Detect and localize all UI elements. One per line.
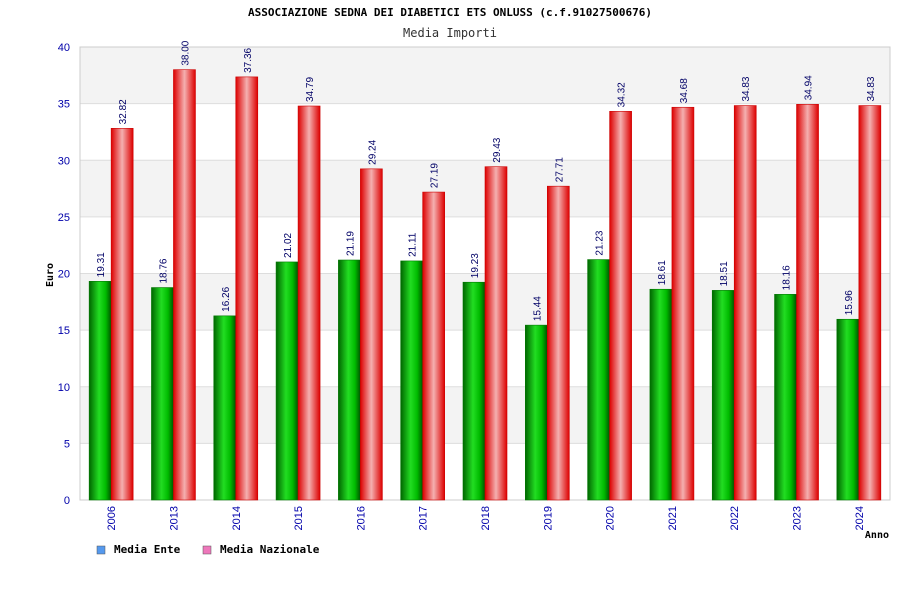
value-label-media-nazionale-2021: 34.68: [679, 78, 690, 103]
legend: Media Ente Media Nazionale: [96, 543, 320, 556]
y-axis-ticks: 0 5 10 15 20 25 30 35 40: [58, 42, 70, 507]
bar-media-ente-2019[interactable]: [525, 324, 548, 501]
bar-media-ente-2017[interactable]: [400, 260, 423, 501]
bar-media-ente-2006[interactable]: [88, 281, 112, 501]
value-label-media-nazionale-2018: 29.43: [492, 137, 503, 162]
bar-media-nazionale-2006[interactable]: [110, 128, 134, 501]
chart-title: ASSOCIAZIONE SEDNA DEI DIABETICI ETS ONL…: [248, 6, 652, 19]
x-axis-title: Anno: [865, 530, 889, 541]
y-tick-label: 20: [58, 269, 70, 281]
value-label-media-nazionale-2023: 34.94: [804, 75, 815, 100]
plot-band: [80, 103, 890, 161]
value-label-media-nazionale-2016: 29.24: [367, 139, 378, 164]
value-label-media-nazionale-2014: 37.36: [243, 47, 254, 72]
x-tick-label-2023: 2023: [792, 506, 804, 530]
legend-swatch-media-nazionale: [202, 545, 212, 555]
value-label-media-ente-2020: 21.23: [595, 230, 606, 255]
value-label-media-ente-2013: 18.76: [158, 258, 169, 283]
value-label-media-ente-2006: 19.31: [96, 252, 107, 277]
value-label-media-ente-2016: 21.19: [345, 231, 356, 256]
y-tick-label: 0: [64, 495, 70, 507]
legend-item-media-ente[interactable]: Media Ente: [96, 543, 181, 556]
bar-media-nazionale-2014[interactable]: [235, 76, 259, 501]
bar-media-nazionale-2015[interactable]: [297, 105, 321, 501]
x-tick-label-2006: 2006: [106, 506, 118, 530]
value-label-media-nazionale-2022: 34.83: [741, 76, 752, 101]
x-tick-label-2014: 2014: [231, 506, 243, 530]
x-tick-label-2013: 2013: [168, 506, 180, 530]
value-label-media-nazionale-2015: 34.79: [305, 77, 316, 102]
y-tick-label: 10: [58, 382, 70, 394]
legend-item-media-nazionale[interactable]: Media Nazionale: [202, 543, 320, 556]
y-tick-label: 15: [58, 325, 70, 337]
bar-media-nazionale-2019[interactable]: [547, 185, 570, 501]
bar-media-ente-2018[interactable]: [462, 281, 486, 501]
x-tick-label-2017: 2017: [418, 506, 430, 530]
bar-media-ente-2016[interactable]: [338, 259, 361, 501]
y-tick-label: 30: [58, 155, 70, 167]
value-label-media-nazionale-2017: 27.19: [430, 163, 441, 188]
value-label-media-nazionale-2020: 34.32: [617, 82, 628, 107]
y-axis-title: Euro: [45, 263, 56, 287]
legend-swatch-media-ente: [96, 545, 106, 555]
value-label-media-nazionale-2013: 38.00: [180, 40, 191, 65]
value-label-media-nazionale-2006: 32.82: [118, 99, 129, 124]
value-label-media-ente-2022: 18.51: [719, 261, 730, 286]
legend-label-media-ente: Media Ente: [114, 543, 181, 556]
bar-media-nazionale-2021[interactable]: [671, 106, 695, 501]
value-label-media-ente-2018: 19.23: [470, 253, 481, 278]
bar-media-ente-2023[interactable]: [774, 294, 797, 501]
legend-label-media-nazionale: Media Nazionale: [220, 543, 320, 556]
value-label-media-ente-2023: 18.16: [782, 265, 793, 290]
bars: [88, 69, 882, 501]
plot-band: [80, 47, 890, 104]
x-axis-ticks: 2006 2013 2014 2015 2016 2017 2018 2019 2020 2021…: [106, 506, 866, 530]
x-tick-label-2016: 2016: [355, 506, 367, 530]
x-tick-label-2024: 2024: [854, 506, 866, 530]
bar-media-ente-2020[interactable]: [587, 259, 610, 501]
x-tick-label-2018: 2018: [480, 506, 492, 530]
value-label-media-ente-2024: 15.96: [844, 290, 855, 315]
x-tick-label-2022: 2022: [729, 506, 741, 530]
value-label-media-nazionale-2024: 34.83: [866, 76, 877, 101]
bar-media-nazionale-2017[interactable]: [422, 191, 445, 501]
value-label-media-ente-2021: 18.61: [657, 260, 668, 285]
bar-media-ente-2014[interactable]: [213, 315, 237, 501]
value-labels: 19.31 32.82 18.76 38.00 16.26 37.36 21.02 34.79…: [96, 40, 877, 321]
chart-subtitle: Media Importi: [403, 26, 497, 40]
y-tick-label: 35: [58, 99, 70, 111]
x-tick-label-2020: 2020: [605, 506, 617, 530]
bar-media-ente-2022[interactable]: [711, 290, 735, 501]
value-label-media-nazionale-2019: 27.71: [554, 157, 565, 182]
bar-media-nazionale-2018[interactable]: [484, 166, 508, 501]
bar-media-nazionale-2020[interactable]: [609, 111, 632, 501]
bar-media-nazionale-2023[interactable]: [796, 104, 819, 501]
value-label-media-ente-2017: 21.11: [408, 232, 419, 257]
bar-media-ente-2013[interactable]: [151, 287, 174, 501]
bar-media-nazionale-2024[interactable]: [858, 105, 882, 501]
y-tick-label: 25: [58, 212, 70, 224]
bar-media-nazionale-2016[interactable]: [360, 168, 383, 501]
bar-media-nazionale-2013[interactable]: [173, 69, 196, 501]
bar-media-nazionale-2022[interactable]: [733, 105, 757, 501]
y-tick-label: 5: [64, 438, 70, 450]
x-tick-label-2015: 2015: [293, 506, 305, 530]
bar-media-ente-2021[interactable]: [649, 288, 673, 501]
value-label-media-ente-2015: 21.02: [283, 232, 294, 257]
bar-media-ente-2024[interactable]: [836, 318, 860, 501]
value-label-media-ente-2014: 16.26: [221, 286, 232, 311]
x-tick-label-2021: 2021: [667, 506, 679, 530]
bar-media-ente-2015[interactable]: [275, 261, 299, 501]
y-tick-label: 40: [58, 42, 70, 54]
x-tick-label-2019: 2019: [542, 506, 554, 530]
value-label-media-ente-2019: 15.44: [532, 296, 543, 321]
